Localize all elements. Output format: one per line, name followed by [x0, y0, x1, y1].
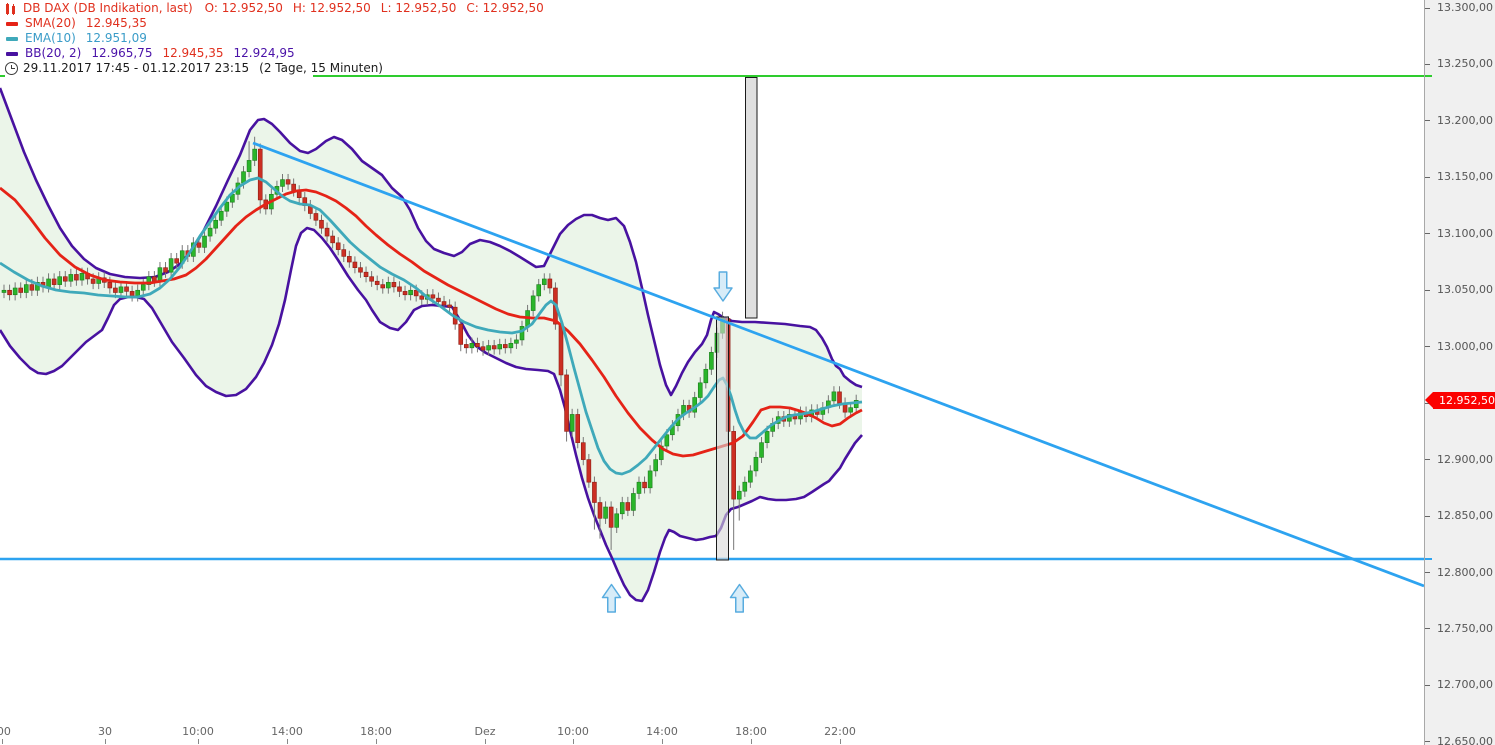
time-tick-label: 10:00	[182, 725, 214, 738]
chart-canvas[interactable]	[0, 0, 1424, 745]
ohlc-close: C: 12.952,50	[466, 1, 544, 15]
time-tick	[198, 739, 199, 744]
time-tick	[751, 739, 752, 744]
time-tick	[105, 739, 106, 744]
time-tick	[485, 739, 486, 744]
bb-lower-value: 12.924,95	[233, 46, 295, 60]
price-tick: 13.150,00	[1425, 170, 1493, 183]
time-tick-label: 10:00	[557, 725, 589, 738]
time-tick	[573, 739, 574, 744]
sma-swatch-icon	[6, 21, 18, 26]
time-tick-label: 14:00	[271, 725, 303, 738]
bb-middle-value: 12.945,35	[162, 46, 224, 60]
time-tick-label: 22:00	[824, 725, 856, 738]
price-tick: 13.050,00	[1425, 283, 1493, 296]
time-tick	[2, 739, 3, 744]
time-tick	[662, 739, 663, 744]
bb-label: BB(20, 2)	[25, 46, 82, 60]
price-tick: 13.000,00	[1425, 340, 1493, 353]
time-tick-label: 18:00	[735, 725, 767, 738]
price-tick: 12.850,00	[1425, 509, 1493, 522]
candlestick-icon	[4, 2, 17, 15]
sma-value: 12.945,35	[85, 16, 147, 30]
ohlc-high: H: 12.952,50	[292, 1, 371, 15]
price-tick: 13.200,00	[1425, 114, 1493, 127]
price-tick: 12.800,00	[1425, 566, 1493, 579]
chart-legend: DB DAX (DB Indikation, last) O: 12.952,5…	[3, 1, 544, 76]
date-range: 29.11.2017 17:45 - 01.12.2017 23:15	[23, 61, 250, 75]
ohlc-open: O: 12.952,50	[204, 1, 283, 15]
ohlc-low: L: 12.952,50	[380, 1, 457, 15]
time-tick-label: :00	[0, 725, 11, 738]
sma-label: SMA(20)	[25, 16, 76, 30]
time-tick-label: 18:00	[360, 725, 392, 738]
legend-ema-row: EMA(10) 12.951,09	[3, 31, 544, 46]
period-info: (2 Tage, 15 Minuten)	[259, 61, 383, 75]
price-tick: 12.700,00	[1425, 678, 1493, 691]
clock-icon	[5, 62, 18, 75]
legend-range-row: 29.11.2017 17:45 - 01.12.2017 23:15 (2 T…	[3, 61, 544, 76]
time-tick-label: 30	[98, 725, 112, 738]
instrument-title: DB DAX (DB Indikation, last)	[23, 1, 193, 15]
price-tick: 13.300,00	[1425, 1, 1493, 14]
bb-swatch-icon	[6, 51, 18, 56]
legend-bb-row: BB(20, 2) 12.965,75 12.945,35 12.924,95	[3, 46, 544, 61]
price-axis[interactable]: 13.300,00 13.250,00 13.200,00 13.150,00 13.1…	[1424, 0, 1495, 745]
time-tick-label: 14:00	[646, 725, 678, 738]
legend-title-row: DB DAX (DB Indikation, last) O: 12.952,5…	[3, 1, 544, 16]
price-tick: 12.900,00	[1425, 453, 1493, 466]
axis-line-mark	[1425, 558, 1432, 560]
time-tick	[840, 739, 841, 744]
price-tick: 13.100,00	[1425, 227, 1493, 240]
ema-swatch-icon	[6, 36, 18, 41]
time-tick-label: Dez	[474, 725, 496, 738]
time-axis[interactable]: :00 30 10:00 14:00 18:00 Dez 10:00 14:00 18:00 22…	[0, 720, 1424, 745]
ema-label: EMA(10)	[25, 31, 76, 45]
last-price-tag: 12.952,50	[1425, 391, 1495, 409]
time-tick	[287, 739, 288, 744]
price-tick: 12.750,00	[1425, 622, 1493, 635]
legend-sma-row: SMA(20) 12.945,35	[3, 16, 544, 31]
last-price-label: 12.952,50	[1439, 393, 1495, 407]
bb-upper-value: 12.965,75	[91, 46, 153, 60]
time-tick	[376, 739, 377, 744]
ema-value: 12.951,09	[85, 31, 147, 45]
axis-line-mark	[1425, 75, 1432, 77]
price-tick: 13.250,00	[1425, 57, 1493, 70]
price-tick: 12.650,00	[1425, 735, 1493, 745]
